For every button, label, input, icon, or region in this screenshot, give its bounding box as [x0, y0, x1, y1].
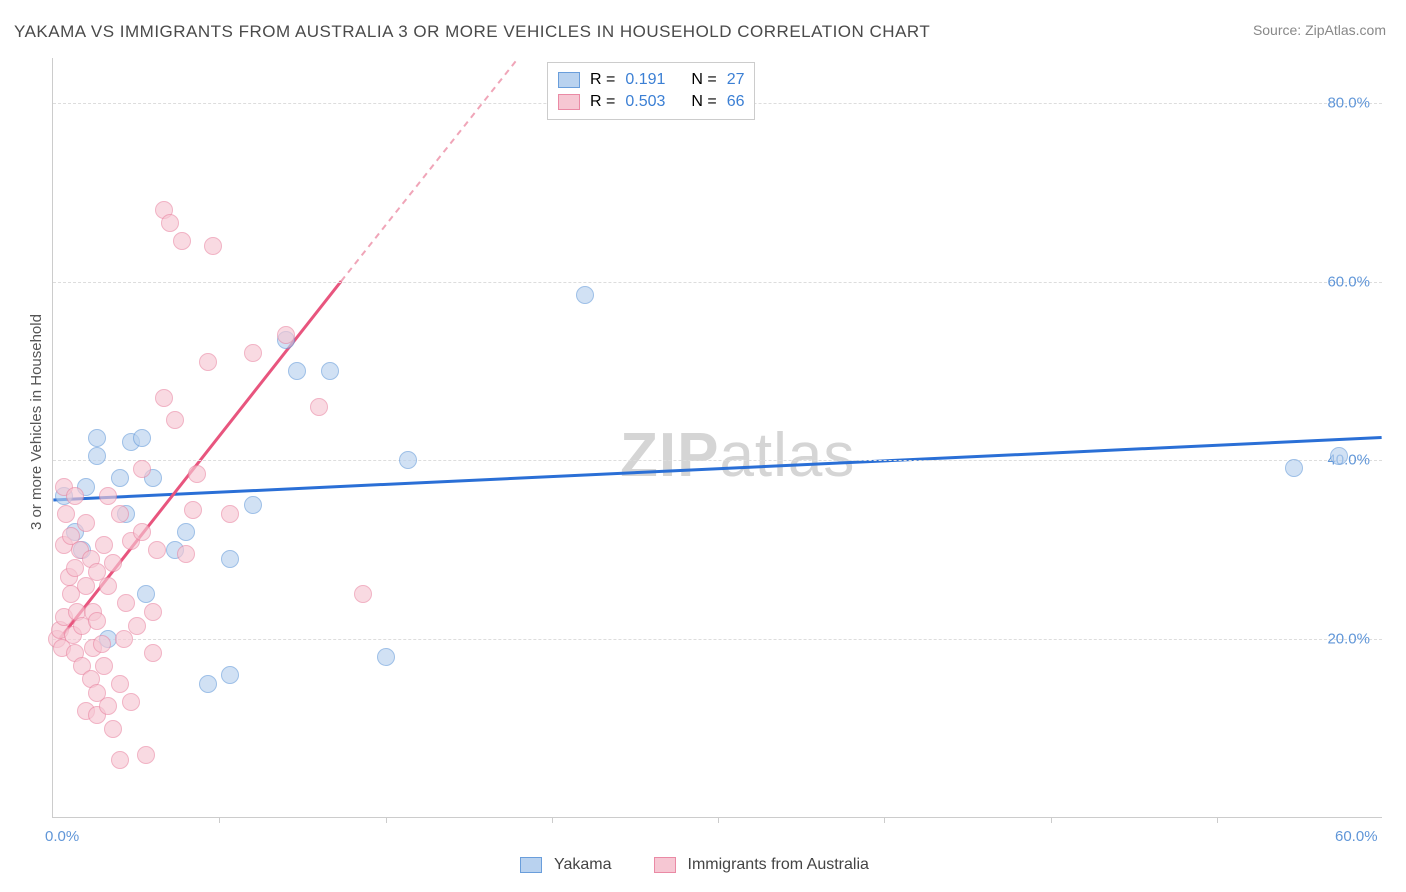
- data-point: [177, 545, 195, 563]
- data-point: [88, 612, 106, 630]
- data-point: [99, 487, 117, 505]
- data-point: [117, 594, 135, 612]
- data-point: [77, 514, 95, 532]
- gridline: [53, 639, 1382, 640]
- y-axis-label: 3 or more Vehicles in Household: [28, 314, 45, 530]
- data-point: [99, 697, 117, 715]
- data-point: [144, 603, 162, 621]
- data-point: [188, 465, 206, 483]
- n-value: 66: [727, 93, 745, 111]
- x-tick-mark: [219, 817, 220, 823]
- australia-swatch: [654, 857, 676, 873]
- x-tick-label: 60.0%: [1335, 828, 1378, 845]
- data-point: [288, 362, 306, 380]
- data-point: [111, 469, 129, 487]
- x-tick-mark: [1051, 817, 1052, 823]
- data-point: [148, 541, 166, 559]
- data-point: [133, 460, 151, 478]
- x-tick-mark: [1217, 817, 1218, 823]
- data-point: [321, 362, 339, 380]
- data-point: [310, 398, 328, 416]
- data-point: [221, 550, 239, 568]
- x-tick-label: 0.0%: [45, 828, 79, 845]
- r-label: R =: [590, 93, 615, 111]
- scatter-chart: 20.0%40.0%60.0%80.0%0.0%60.0%: [52, 58, 1382, 818]
- data-point: [133, 523, 151, 541]
- data-point: [144, 644, 162, 662]
- data-point: [199, 675, 217, 693]
- n-value: 27: [727, 71, 745, 89]
- gridline: [53, 460, 1382, 461]
- data-point: [104, 554, 122, 572]
- data-point: [137, 746, 155, 764]
- data-point: [184, 501, 202, 519]
- data-point: [244, 496, 262, 514]
- data-point: [133, 429, 151, 447]
- data-point: [177, 523, 195, 541]
- data-point: [88, 429, 106, 447]
- data-point: [277, 326, 295, 344]
- data-point: [88, 447, 106, 465]
- gridline: [53, 282, 1382, 283]
- n-label: N =: [691, 93, 716, 111]
- data-point: [354, 585, 372, 603]
- r-value: 0.191: [625, 71, 681, 89]
- data-point: [104, 720, 122, 738]
- data-point: [204, 237, 222, 255]
- data-point: [166, 411, 184, 429]
- australia-label: Immigrants from Australia: [688, 856, 869, 874]
- r-value: 0.503: [625, 93, 681, 111]
- data-point: [128, 617, 146, 635]
- y-tick-label: 20.0%: [1327, 631, 1370, 648]
- data-point: [99, 577, 117, 595]
- y-tick-label: 80.0%: [1327, 94, 1370, 111]
- data-point: [161, 214, 179, 232]
- data-point: [111, 675, 129, 693]
- data-point: [377, 648, 395, 666]
- x-tick-mark: [386, 817, 387, 823]
- data-point: [221, 505, 239, 523]
- data-point: [66, 487, 84, 505]
- n-label: N =: [691, 71, 716, 89]
- data-point: [155, 389, 173, 407]
- data-point: [199, 353, 217, 371]
- source-label: Source: ZipAtlas.com: [1253, 22, 1386, 38]
- data-point: [137, 585, 155, 603]
- x-tick-mark: [884, 817, 885, 823]
- data-point: [93, 635, 111, 653]
- stats-swatch: [558, 94, 580, 110]
- stats-swatch: [558, 72, 580, 88]
- x-tick-mark: [552, 817, 553, 823]
- x-tick-mark: [718, 817, 719, 823]
- r-label: R =: [590, 71, 615, 89]
- stats-row: R = 0.503 N = 66: [558, 91, 744, 113]
- yakama-label: Yakama: [554, 856, 612, 874]
- trend-lines: [53, 58, 1382, 817]
- series-legend: Yakama Immigrants from Australia: [520, 856, 869, 874]
- yakama-swatch: [520, 857, 542, 873]
- stats-row: R = 0.191 N = 27: [558, 69, 744, 91]
- y-tick-label: 60.0%: [1327, 273, 1370, 290]
- stats-legend: R = 0.191 N = 27 R = 0.503 N = 66: [547, 62, 755, 120]
- data-point: [95, 536, 113, 554]
- data-point: [399, 451, 417, 469]
- data-point: [115, 630, 133, 648]
- chart-title: YAKAMA VS IMMIGRANTS FROM AUSTRALIA 3 OR…: [14, 22, 930, 42]
- data-point: [95, 657, 113, 675]
- data-point: [1285, 459, 1303, 477]
- data-point: [244, 344, 262, 362]
- data-point: [221, 666, 239, 684]
- data-point: [173, 232, 191, 250]
- data-point: [576, 286, 594, 304]
- data-point: [57, 505, 75, 523]
- data-point: [111, 505, 129, 523]
- data-point: [1330, 447, 1348, 465]
- data-point: [111, 751, 129, 769]
- data-point: [122, 693, 140, 711]
